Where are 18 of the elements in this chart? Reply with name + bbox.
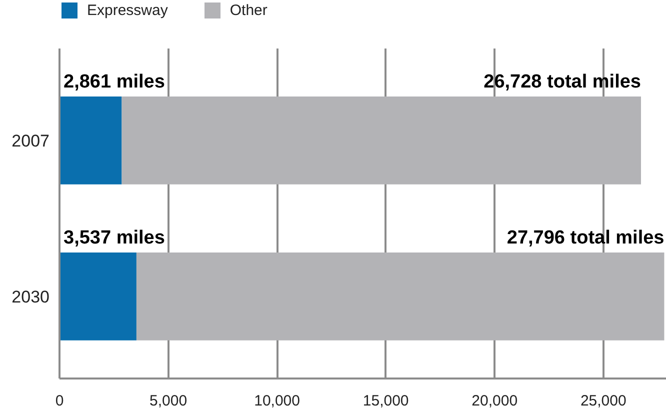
x-tick-label: 25,000 [580, 392, 626, 408]
bar [60, 252, 136, 340]
data-label: 3,537 miles [64, 227, 165, 248]
legend-label: Expressway [87, 2, 168, 18]
bar [60, 96, 122, 184]
total-label: 26,728 total miles [484, 71, 642, 92]
y-tick-label: 2007 [12, 131, 50, 150]
x-tick-label: 5,000 [150, 392, 188, 408]
x-tick-label: 15,000 [362, 392, 409, 408]
data-label: 2,861 miles [64, 71, 165, 92]
legend-label: Other [230, 2, 268, 18]
y-tick-label: 2030 [12, 287, 50, 306]
x-tick-label: 0 [55, 392, 64, 408]
x-tick-label: 20,000 [472, 392, 518, 408]
bar [136, 252, 664, 340]
total-label: 27,796 total miles [506, 227, 664, 248]
x-tick-label: 10,000 [254, 392, 300, 408]
bar [122, 96, 641, 184]
